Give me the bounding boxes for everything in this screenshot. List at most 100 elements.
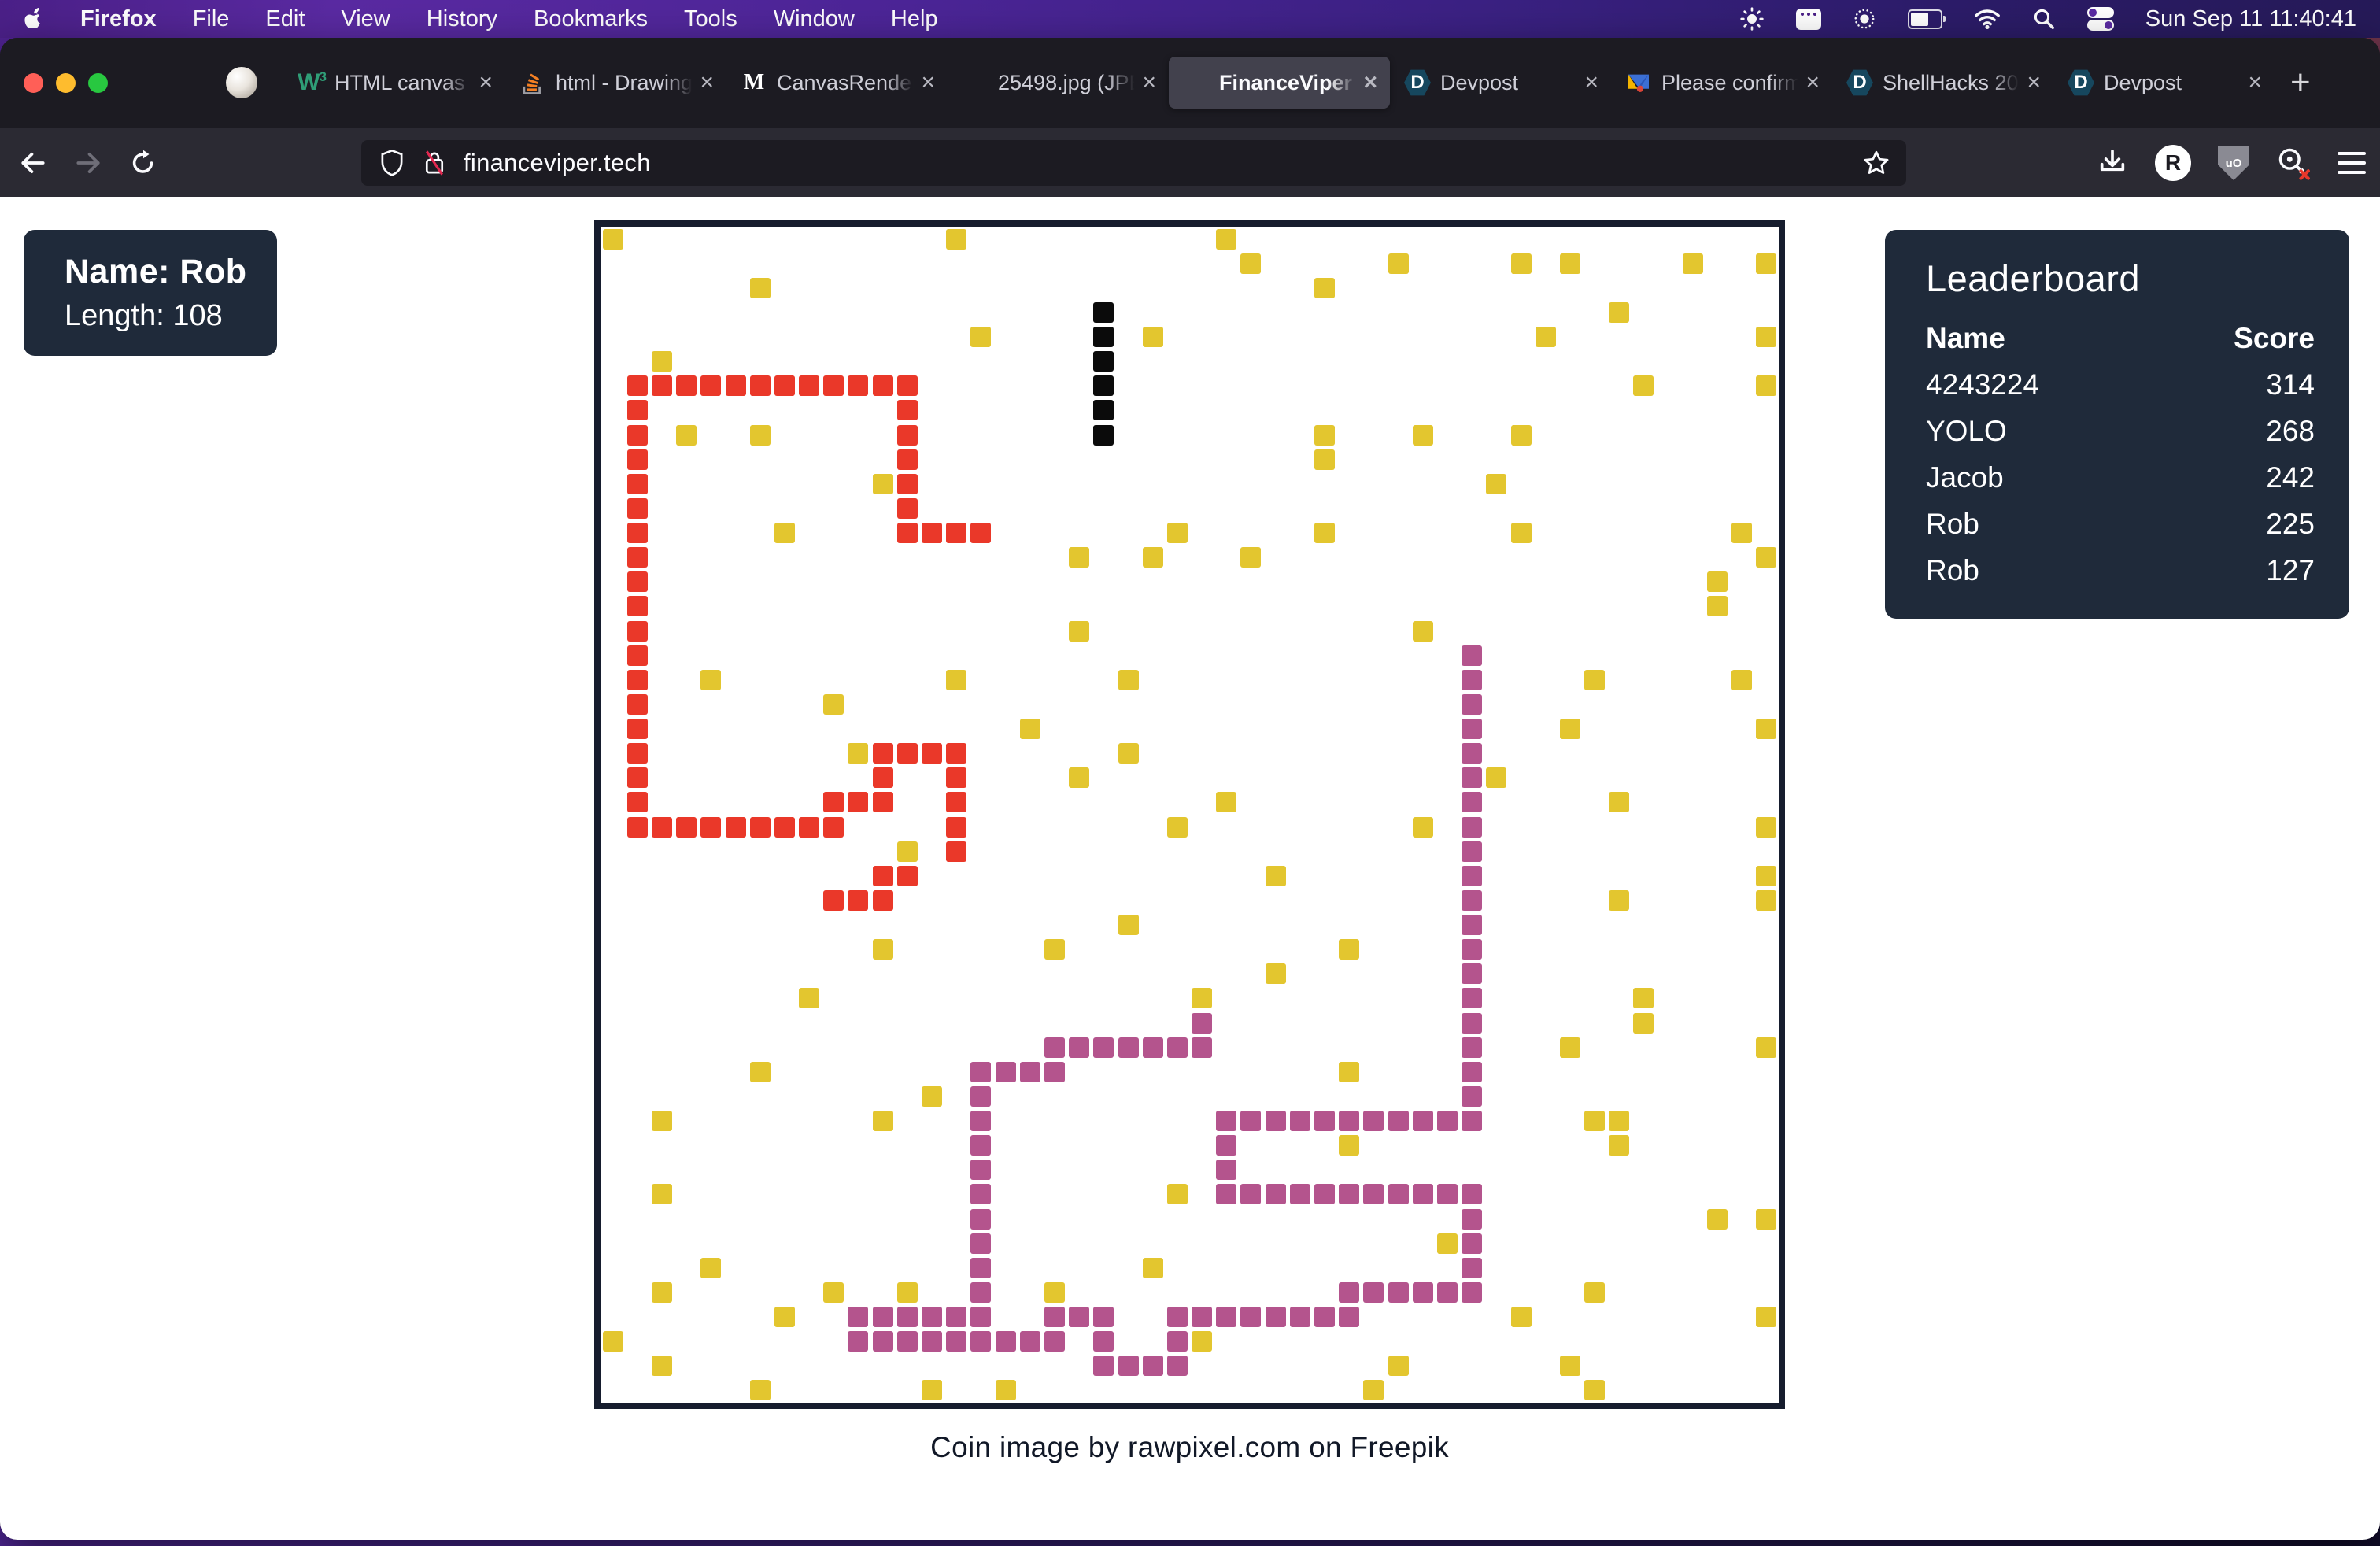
- password-key-icon[interactable]: [2276, 146, 2311, 180]
- red-snake-segment: [725, 816, 746, 838]
- purple-snake-segment: [1462, 1086, 1483, 1107]
- tab-close-icon[interactable]: ×: [1584, 69, 1598, 95]
- red-snake-segment: [626, 473, 648, 494]
- purple-snake-segment: [1216, 1135, 1237, 1156]
- black-snake-segment: [1093, 351, 1114, 372]
- purple-snake-segment: [1462, 890, 1483, 911]
- menu-item[interactable]: Bookmarks: [533, 6, 649, 31]
- menu-item[interactable]: View: [341, 6, 390, 31]
- tab-html-canvas-dr[interactable]: W3 HTML canvas dr ×: [284, 57, 505, 109]
- spotlight-search-icon[interactable]: [2032, 7, 2056, 31]
- tab-canvasrenderin[interactable]: M CanvasRenderin×: [726, 57, 948, 109]
- keyboard-brightness-icon[interactable]: [1853, 7, 1876, 31]
- menu-app-name[interactable]: Firefox: [80, 6, 157, 31]
- menu-item[interactable]: File: [192, 6, 230, 31]
- keyboard-icon[interactable]: [1795, 8, 1821, 30]
- ublock-origin-icon[interactable]: uO: [2218, 146, 2249, 180]
- menu-item[interactable]: Help: [890, 6, 938, 31]
- tab-shellhacks-2022[interactable]: D ShellHacks 2022×: [1832, 57, 2053, 109]
- tab-title: CanvasRenderin: [777, 70, 917, 94]
- coin: [700, 669, 722, 690]
- close-window-button[interactable]: [24, 72, 43, 93]
- leaderboard-row-score: 127: [2266, 554, 2315, 586]
- red-snake-segment: [872, 890, 893, 911]
- tab-close-icon[interactable]: ×: [700, 69, 714, 95]
- tab-html-drawing-a[interactable]: html - Drawing a ×: [505, 57, 726, 109]
- leaderboard-row-name: Jacob: [1926, 461, 2004, 494]
- coin: [1707, 1208, 1728, 1230]
- coin: [1044, 939, 1065, 960]
- coin: [1756, 890, 1777, 911]
- url-text[interactable]: financeviper.tech: [464, 149, 651, 176]
- red-snake-segment: [626, 547, 648, 568]
- tab-close-icon[interactable]: ×: [921, 69, 935, 95]
- menu-item[interactable]: Edit: [265, 6, 305, 31]
- tab-25498-jpg-jpeg-im[interactable]: 25498.jpg (JPEG Im×: [948, 57, 1169, 109]
- url-bar[interactable]: financeviper.tech: [361, 140, 1906, 186]
- menu-clock[interactable]: Sun Sep 11 11:40:41: [2145, 6, 2356, 31]
- control-center-icon[interactable]: [2086, 7, 2114, 31]
- tab-close-icon[interactable]: ×: [2248, 69, 2262, 95]
- tab-close-icon[interactable]: ×: [479, 69, 493, 95]
- zoom-window-button[interactable]: [88, 72, 108, 93]
- tracking-protection-shield-icon[interactable]: [380, 150, 404, 176]
- purple-snake-segment: [970, 1160, 992, 1181]
- wifi-icon[interactable]: [1974, 9, 2001, 29]
- purple-snake-segment: [1069, 1307, 1090, 1328]
- leaderboard-rows: 4243224 314 YOLO 268 Jacob 242 Rob 225 Rob 127: [1926, 368, 2315, 587]
- brightness-icon[interactable]: [1739, 6, 1765, 31]
- purple-snake-segment: [1462, 669, 1483, 690]
- red-snake-segment: [651, 375, 672, 397]
- purple-snake-segment: [995, 1061, 1016, 1082]
- coin: [1118, 915, 1139, 936]
- downloads-icon[interactable]: [2097, 147, 2128, 179]
- back-button[interactable]: [11, 141, 55, 185]
- game-canvas[interactable]: [594, 220, 1785, 1409]
- coin: [700, 1257, 722, 1278]
- coin: [1240, 253, 1262, 274]
- tab-close-icon[interactable]: ×: [1363, 69, 1377, 95]
- red-snake-segment: [774, 375, 795, 397]
- seashell-icon[interactable]: [226, 67, 257, 98]
- purple-snake-segment: [1289, 1111, 1310, 1132]
- purple-snake-segment: [1216, 1307, 1237, 1328]
- tab-devpost[interactable]: D Devpost ×: [1390, 57, 1611, 109]
- tab-close-icon[interactable]: ×: [1805, 69, 1820, 95]
- purple-snake-segment: [1339, 1111, 1360, 1132]
- coin: [602, 228, 623, 250]
- tab-devpost[interactable]: D Devpost ×: [2053, 57, 2275, 109]
- forward-button[interactable]: [66, 141, 110, 185]
- red-snake-segment: [799, 816, 820, 838]
- tab-close-icon[interactable]: ×: [1142, 69, 1156, 95]
- red-snake-segment: [626, 449, 648, 470]
- profile-avatar[interactable]: R: [2155, 145, 2191, 181]
- tab-financeviper[interactable]: FinanceViper ×: [1169, 57, 1390, 109]
- red-snake-segment: [896, 743, 918, 764]
- coin: [1559, 253, 1580, 274]
- reload-button[interactable]: [121, 141, 165, 185]
- bookmark-star-icon[interactable]: [1862, 149, 1890, 177]
- minimize-window-button[interactable]: [56, 72, 76, 93]
- purple-snake-segment: [1462, 1233, 1483, 1254]
- coin: [1142, 327, 1163, 348]
- menu-item[interactable]: Tools: [684, 6, 737, 31]
- new-tab-button[interactable]: +: [2290, 63, 2311, 102]
- purple-snake-segment: [1339, 1184, 1360, 1205]
- coin: [651, 1111, 672, 1132]
- purple-snake-segment: [1192, 1012, 1213, 1034]
- purple-snake-segment: [970, 1233, 992, 1254]
- red-snake-segment: [922, 523, 943, 544]
- coin: [1192, 1331, 1213, 1352]
- coin: [1166, 816, 1188, 838]
- menu-item[interactable]: History: [426, 6, 497, 31]
- purple-snake-segment: [1314, 1307, 1336, 1328]
- insecure-lock-icon[interactable]: [423, 150, 446, 176]
- purple-snake-segment: [1142, 1356, 1163, 1377]
- red-snake-segment: [896, 400, 918, 421]
- tab-close-icon[interactable]: ×: [2027, 69, 2041, 95]
- app-menu-hamburger-icon[interactable]: [2338, 152, 2366, 174]
- tab-please-confirm-y[interactable]: Please confirm y×: [1611, 57, 1832, 109]
- apple-logo-icon[interactable]: [24, 7, 44, 31]
- red-snake-segment: [946, 743, 967, 764]
- menu-item[interactable]: Window: [773, 6, 855, 31]
